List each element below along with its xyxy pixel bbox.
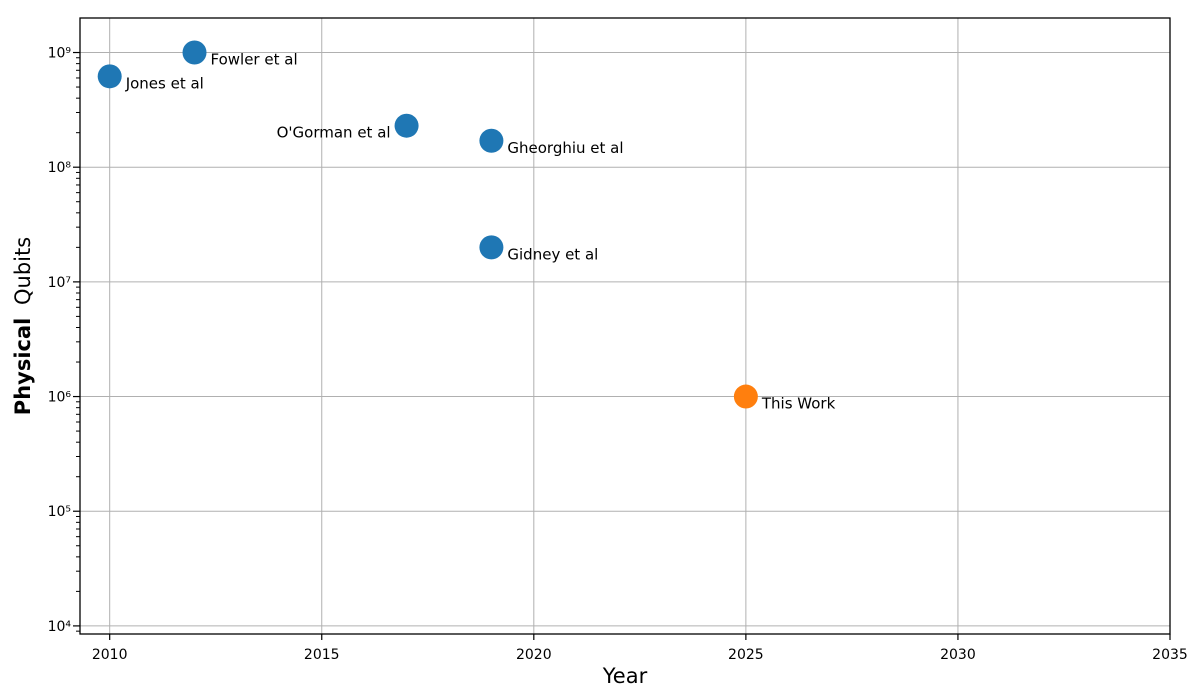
y-tick-label: 10⁵ xyxy=(48,504,71,520)
x-axis-label: Year xyxy=(602,664,648,688)
plot-border xyxy=(79,17,1171,635)
point-label: Fowler et al xyxy=(211,51,298,69)
point-label: O'Gorman et al xyxy=(277,124,391,142)
y-tick-label: 10⁷ xyxy=(48,275,71,291)
data-point xyxy=(97,64,122,89)
y-tick-label: 10⁶ xyxy=(48,390,72,406)
x-tick-label: 2010 xyxy=(92,647,128,663)
plot-border-rect xyxy=(79,17,1171,635)
y-tick-label: 10⁴ xyxy=(48,619,72,635)
tick-layer: 2010 2015 2020 2025 2030 2035 10⁴ 10⁵ 10⁶ 10⁷ 10⁸ 1… xyxy=(48,46,1188,663)
y-tick-label: 10⁹ xyxy=(48,46,72,62)
point-label: This Work xyxy=(761,395,836,413)
y-axis-label-bold: Physical xyxy=(11,318,35,416)
point-annotation-layer: Jones et al Fowler et al O'Gorman et al Ghe… xyxy=(125,51,836,413)
point-label: Gheorghiu et al xyxy=(507,139,623,157)
data-point xyxy=(182,40,207,65)
y-axis-label-regular: Qubits xyxy=(11,237,35,305)
data-point-layer xyxy=(97,40,758,409)
y-tick-label: 10⁸ xyxy=(48,160,72,176)
data-point xyxy=(479,128,504,153)
x-tick-label: 2030 xyxy=(940,647,976,663)
x-tick-label: 2025 xyxy=(728,647,764,663)
point-label: Jones et al xyxy=(125,74,204,92)
x-tick-label: 2035 xyxy=(1152,647,1188,663)
x-tick-label: 2020 xyxy=(516,647,552,663)
data-point xyxy=(733,384,758,409)
grid-layer xyxy=(80,18,1171,634)
data-point xyxy=(394,113,419,138)
x-tick-label: 2015 xyxy=(304,647,340,663)
y-axis-label: Physical Qubits xyxy=(11,237,35,415)
data-point xyxy=(479,235,504,260)
point-label: Gidney et al xyxy=(507,245,598,263)
